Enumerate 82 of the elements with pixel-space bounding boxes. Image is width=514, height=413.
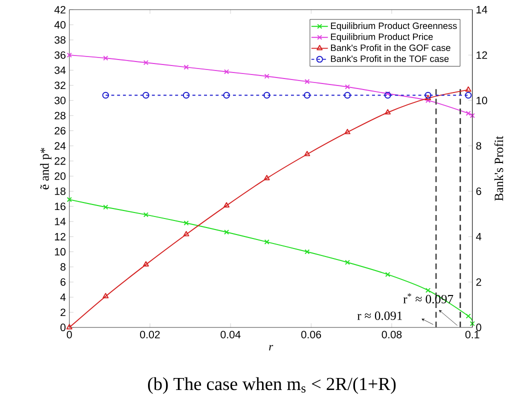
point bbox=[385, 272, 390, 278]
point bbox=[425, 288, 431, 294]
y-tick-label: 18 bbox=[54, 188, 66, 196]
y2-tick-label: 0 bbox=[476, 324, 482, 332]
point bbox=[182, 92, 190, 99]
point bbox=[264, 74, 270, 79]
y-tick-label: 2 bbox=[60, 308, 66, 316]
y2-tick-label: 14 bbox=[476, 6, 488, 14]
y-tick-label: 34 bbox=[54, 66, 66, 74]
point bbox=[384, 92, 392, 99]
y-tick-label: 40 bbox=[54, 21, 66, 29]
point bbox=[103, 56, 108, 61]
legend-label: Equilibrium Product Greenness bbox=[331, 22, 457, 32]
point bbox=[142, 261, 149, 267]
point bbox=[142, 92, 150, 99]
text: (b) The case when m$_{s}$ < 2R/(1+R) bbox=[148, 377, 396, 394]
point bbox=[184, 64, 189, 70]
point bbox=[263, 92, 270, 99]
y-tick-label: 0 bbox=[60, 324, 66, 332]
point bbox=[223, 92, 230, 99]
y2-axis-title: Bank's Profit bbox=[494, 136, 504, 202]
point bbox=[384, 109, 391, 115]
point bbox=[224, 230, 230, 235]
y-tick-label: 14 bbox=[54, 218, 66, 226]
y2-tick-label: 10 bbox=[476, 96, 488, 104]
y-tick-label: 42 bbox=[54, 6, 66, 14]
y2-tick-label: 8 bbox=[476, 142, 482, 150]
point bbox=[264, 175, 270, 180]
y-tick-label: 16 bbox=[54, 202, 66, 210]
point bbox=[464, 92, 472, 99]
x-tick-label: 0 bbox=[66, 331, 72, 339]
x-tick-label: 0.02 bbox=[140, 331, 160, 339]
point bbox=[425, 94, 432, 100]
point bbox=[183, 231, 190, 236]
point bbox=[385, 91, 390, 96]
y-tick-label: 36 bbox=[54, 51, 66, 59]
legend-label: Bank's Profit in the GOF case bbox=[331, 44, 450, 52]
point bbox=[224, 69, 230, 74]
y-tick-label: 22 bbox=[54, 157, 66, 165]
legend-label: Equilibrium Product Price bbox=[331, 33, 433, 42]
y-tick-label: 20 bbox=[54, 172, 66, 180]
y-tick-label: 10 bbox=[54, 248, 66, 256]
y-tick-label: 30 bbox=[54, 96, 66, 104]
y2-tick-label: 6 bbox=[476, 188, 482, 196]
y-tick-label: 32 bbox=[54, 82, 66, 90]
point bbox=[304, 151, 310, 156]
x-tick-label: 0.04 bbox=[220, 331, 241, 339]
y2-tick-label: 2 bbox=[476, 278, 482, 286]
x-tick-label: 0.1 bbox=[465, 331, 480, 339]
annotation: r ≈ 0.091 bbox=[357, 312, 402, 320]
legend-label: Bank's Profit in the TOF case bbox=[331, 55, 449, 62]
x-tick-label: 0.08 bbox=[382, 331, 402, 339]
y-tick-label: 38 bbox=[54, 36, 66, 44]
point bbox=[344, 129, 350, 134]
y2-tick-label: 12 bbox=[476, 52, 488, 59]
y-tick-label: 4 bbox=[60, 294, 66, 301]
point bbox=[143, 60, 148, 66]
y2-tick-label: 4 bbox=[476, 233, 482, 240]
point bbox=[344, 260, 350, 266]
point bbox=[304, 79, 310, 84]
point bbox=[424, 92, 432, 99]
x-tick-label: 0.06 bbox=[301, 331, 322, 339]
point bbox=[184, 220, 189, 226]
point bbox=[102, 293, 109, 298]
y-tick-label: 12 bbox=[54, 233, 66, 241]
point bbox=[264, 240, 270, 245]
point bbox=[304, 249, 310, 254]
y-axis-title: ẽ and p* bbox=[40, 148, 52, 190]
y-tick-label: 24 bbox=[54, 142, 66, 150]
y-tick-label: 28 bbox=[54, 112, 66, 120]
point bbox=[103, 204, 108, 210]
point bbox=[344, 84, 350, 90]
point bbox=[224, 202, 230, 208]
x-axis-title: r bbox=[269, 345, 274, 351]
y-tick-label: 8 bbox=[60, 263, 66, 271]
y-tick-label: 26 bbox=[54, 127, 66, 135]
point bbox=[344, 92, 351, 99]
point bbox=[143, 212, 148, 218]
point bbox=[466, 314, 471, 319]
point bbox=[304, 92, 311, 99]
y-tick-label: 6 bbox=[60, 278, 66, 286]
point bbox=[102, 92, 110, 99]
